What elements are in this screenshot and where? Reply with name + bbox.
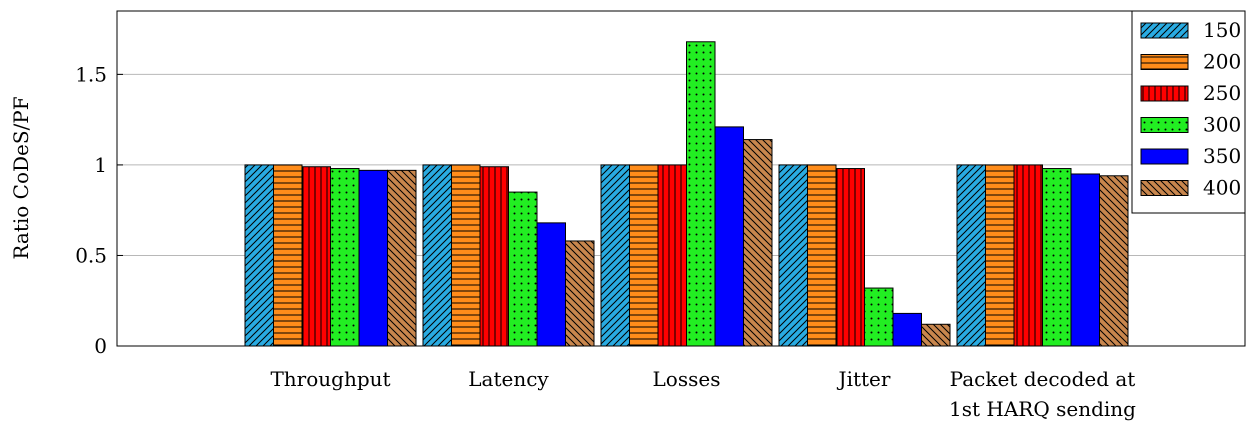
legend-swatch-350 [1141, 149, 1188, 164]
legend-swatch-outline [1140, 117, 1189, 133]
bar-pattern [658, 164, 687, 346]
x-category-label: Packet decoded at [950, 367, 1136, 391]
x-category-label: 1st HARQ sending [949, 397, 1136, 421]
bar-pattern [686, 41, 715, 346]
bar-pattern [1042, 168, 1071, 346]
y-axis-label: Ratio CoDeS/PF [9, 96, 33, 259]
legend-label-150: 150 [1203, 18, 1241, 42]
y-tick-label: 0 [94, 334, 107, 358]
bar-pattern [601, 164, 630, 346]
bar-pattern [921, 324, 950, 346]
bar-pattern [508, 192, 537, 346]
bar-pattern [743, 139, 772, 346]
bars [244, 41, 1129, 347]
y-axis-ticks: 0 0.5 1 1.5 [75, 62, 123, 358]
bar-pattern [836, 168, 865, 346]
bar-pattern [629, 164, 658, 346]
legend-swatch-outline [1140, 85, 1189, 102]
legend-swatch-outline [1140, 148, 1189, 165]
bar-350 [359, 170, 388, 346]
legend-swatch-outline [1140, 54, 1189, 70]
bar-pattern [985, 164, 1014, 346]
x-category-label: Latency [468, 367, 549, 391]
bar-pattern [451, 164, 480, 346]
legend-swatch-pattern [1141, 117, 1188, 133]
bar-pattern [1014, 164, 1043, 346]
y-tick-label: 1 [94, 153, 107, 177]
legend-swatch-pattern [1141, 54, 1188, 70]
bar-pattern [330, 168, 359, 346]
bar-pattern [423, 164, 452, 346]
bar-pattern [1099, 175, 1128, 346]
legend-swatch-pattern [1141, 180, 1188, 196]
bar-pattern [480, 166, 509, 346]
x-axis-labels: Throughput Latency Losses Jitter Packet deco… [270, 367, 1136, 421]
bar-pattern [957, 164, 986, 346]
x-category-label: Jitter [837, 367, 891, 391]
x-category-label: Losses [653, 367, 721, 391]
legend-label-400: 400 [1203, 176, 1241, 200]
legend-label-200: 200 [1203, 50, 1241, 74]
legend-swatch-pattern [1141, 23, 1188, 38]
legend-swatch-pattern [1141, 86, 1188, 101]
bar-pattern [245, 164, 274, 346]
bar-pattern [779, 164, 808, 346]
legend-label-350: 350 [1203, 144, 1241, 168]
legend: 150 200 250 300 350 400 [1131, 10, 1246, 214]
bar-pattern [387, 170, 416, 346]
legend-swatch-outline [1140, 180, 1189, 196]
bar-350 [893, 313, 922, 346]
bar-350 [715, 126, 744, 346]
legend-label-250: 250 [1203, 81, 1241, 105]
y-tick-label: 1.5 [75, 62, 107, 86]
bar-350 [537, 222, 566, 346]
bar-pattern [302, 166, 331, 346]
y-tick-label: 0.5 [75, 243, 107, 267]
x-category-label: Throughput [270, 367, 390, 391]
bar-pattern [273, 164, 302, 346]
legend-swatch-outline [1140, 22, 1189, 39]
legend-frame [1131, 10, 1246, 214]
bar-pattern [565, 240, 594, 346]
bar-pattern [807, 164, 836, 346]
bar-350 [1071, 173, 1100, 346]
legend-label-300: 300 [1203, 113, 1241, 137]
bar-pattern [864, 288, 893, 346]
